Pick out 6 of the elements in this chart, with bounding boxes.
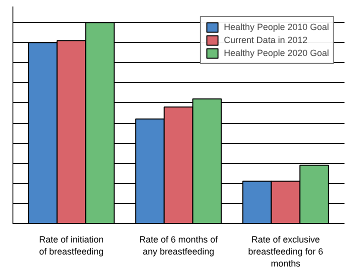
x-tick-label: Rate of exclusive breastfeeding for 6 months [248,234,324,268]
x-tick-label: Rate of 6 months of any breastfeeding [139,234,218,256]
x-tick-label: Rate of initiation of breastfeeding [39,234,104,256]
legend-label: Healthy People 2010 Goal [224,21,329,33]
legend-label: Healthy People 2020 Goal [224,47,329,59]
legend-label: Current Data in 2012 [224,34,308,46]
